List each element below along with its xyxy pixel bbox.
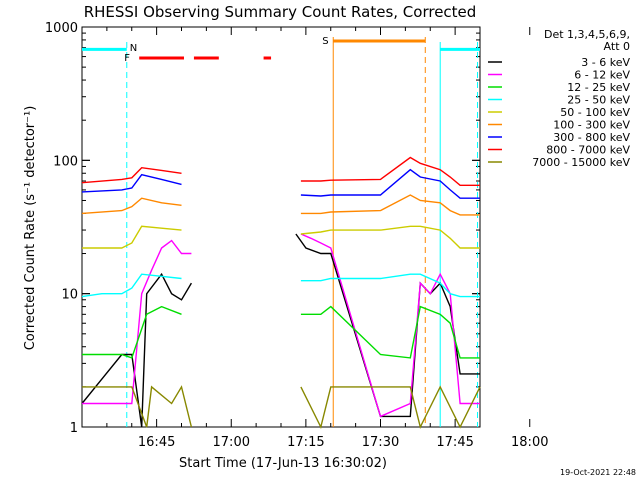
x-tick-label: 17:45 bbox=[436, 435, 473, 450]
series-lines bbox=[81, 156, 481, 430]
x-axis-ticks: 16:45 17:00 17:15 17:30 17:45 18:00 bbox=[106, 27, 548, 450]
series-line-7-after-gap bbox=[300, 168, 480, 199]
chart-title: RHESSI Observing Summary Count Rates, Co… bbox=[84, 3, 477, 21]
series-line-3-before-gap bbox=[82, 305, 182, 359]
y-tick-label: 100 bbox=[53, 154, 78, 169]
attenuator-markers: NF S bbox=[82, 36, 480, 427]
series-line-4-after-gap bbox=[300, 273, 480, 298]
series-line-1-before-gap bbox=[81, 272, 193, 428]
legend-entry: 25 - 50 keV bbox=[567, 94, 630, 107]
series-line-5-before-gap bbox=[82, 225, 182, 249]
legend-entry: 7000 - 15000 keV bbox=[532, 156, 630, 169]
series-line-2-after-gap bbox=[300, 233, 480, 418]
x-tick-label: 18:00 bbox=[511, 435, 548, 450]
legend-entry: 100 - 300 keV bbox=[553, 119, 630, 132]
series-line-5-after-gap bbox=[300, 225, 480, 249]
x-tick-label: 17:30 bbox=[362, 435, 399, 450]
footer-date: 19-Oct-2021 22:48 bbox=[560, 468, 636, 477]
x-axis-label: Start Time (17-Jun-13 16:30:02) bbox=[179, 456, 387, 471]
series-line-6-after-gap bbox=[300, 194, 480, 216]
legend-header-line1: Det 1,3,4,5,6,9, bbox=[544, 28, 630, 41]
series-line-7-before-gap bbox=[81, 173, 182, 193]
series-line-4-before-gap bbox=[81, 273, 182, 298]
y-tick-label: 1000 bbox=[45, 21, 78, 36]
series-line-6-before-gap bbox=[81, 197, 182, 215]
legend-entry: 12 - 25 keV bbox=[567, 81, 630, 94]
legend-header-line2: Att 0 bbox=[604, 40, 630, 53]
series-line-8-before-gap bbox=[81, 166, 182, 184]
night-marker-label: N bbox=[130, 43, 137, 54]
series-line-9-before-gap bbox=[82, 385, 193, 428]
x-tick-label: 17:00 bbox=[213, 435, 250, 450]
flare-marker-label: F bbox=[124, 53, 130, 64]
series-line-8-after-gap bbox=[300, 156, 480, 187]
series-line-2-before-gap bbox=[82, 239, 192, 405]
y-axis-ticks: 1 10 100 1000 bbox=[45, 21, 480, 436]
saa-marker-label: S bbox=[322, 36, 328, 47]
legend-entry: 50 - 100 keV bbox=[560, 106, 630, 119]
x-tick-label: 16:45 bbox=[138, 435, 175, 450]
legend-entry: 800 - 7000 keV bbox=[546, 144, 630, 157]
legend-entry: 3 - 6 keV bbox=[581, 56, 630, 69]
y-tick-label: 1 bbox=[70, 421, 78, 436]
legend-entry: 300 - 800 keV bbox=[553, 131, 630, 144]
series-line-3-after-gap bbox=[300, 305, 480, 359]
series-line-9-after-gap bbox=[300, 385, 481, 430]
legend-entry: 6 - 12 keV bbox=[574, 69, 630, 82]
y-tick-label: 10 bbox=[61, 288, 78, 303]
x-tick-label: 17:15 bbox=[287, 435, 324, 450]
y-axis-label: Corrected Count Rate (s⁻¹ detector⁻¹) bbox=[23, 106, 38, 351]
